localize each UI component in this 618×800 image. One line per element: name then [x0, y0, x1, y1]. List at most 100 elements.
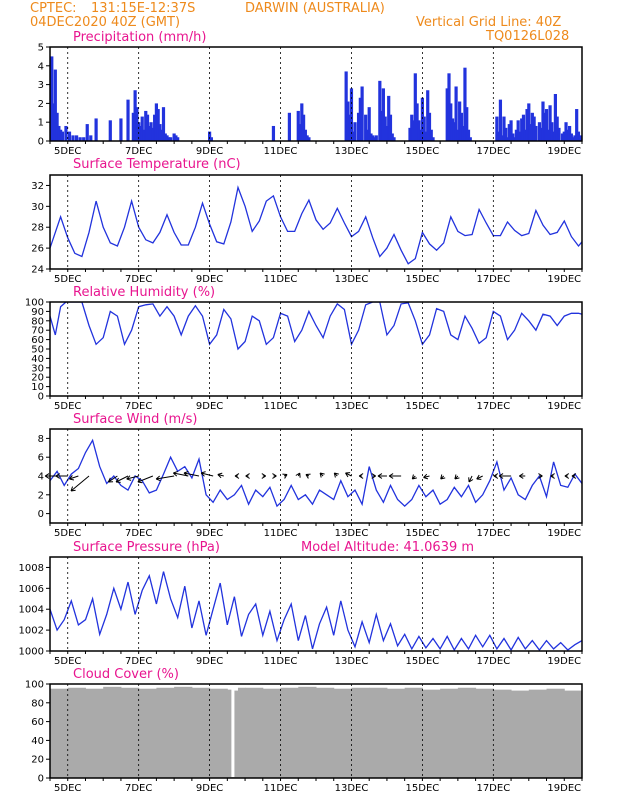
wind-arrow	[476, 474, 483, 480]
wind-xtick-label: 11DEC	[264, 528, 298, 539]
cloud-ytick-label: 20	[31, 755, 44, 766]
temp-ytick-label: 32	[31, 181, 44, 192]
precip-bar	[71, 135, 75, 141]
wind-panel: Surface Wind (m/s) 5DEC 7DEC 9DEC 11DEC 13DEC…	[38, 412, 583, 539]
precip-bar	[548, 105, 552, 141]
precip-bar	[495, 116, 499, 141]
precip-bar	[353, 122, 357, 141]
precip-bar	[419, 129, 423, 141]
rh-ytick-label: 50	[31, 345, 44, 356]
precip-bar	[160, 129, 164, 141]
cloud-area-segment	[564, 690, 582, 778]
cloud-area-segment	[298, 686, 317, 778]
precip-bar	[57, 125, 61, 141]
rh-ytick-label: 80	[31, 316, 44, 327]
cloud-area-segment	[237, 687, 246, 778]
cloud-xtick-label: 19DEC	[547, 783, 581, 794]
wind-ytick-label: 4	[38, 472, 44, 483]
rh-title: Relative Humidity (%)	[73, 285, 215, 300]
precip-bar	[119, 118, 123, 141]
precip-bar	[135, 107, 139, 141]
cloud-ytick-label: 0	[38, 774, 44, 785]
rh-ytick-label: 10	[31, 382, 44, 393]
precip-bar	[360, 86, 364, 141]
precip-bar	[555, 116, 559, 141]
cloud-xtick-label: 5DEC	[54, 783, 81, 794]
precip-bar	[369, 133, 373, 141]
precip-bar	[153, 114, 157, 141]
precip-bar	[454, 86, 458, 141]
cloud-panel: Cloud Cover (%) 5DEC 7DEC 9DEC 11DEC 13DEC 15D…	[25, 667, 583, 794]
rh-ytick-label: 30	[31, 363, 44, 374]
cloud-area-segment	[351, 687, 370, 778]
wind-arrow	[564, 473, 570, 479]
rh-ytick-label: 100	[25, 298, 44, 309]
rh-xtick-label: 5DEC	[54, 401, 81, 412]
precip-bar	[520, 118, 524, 141]
precip-bar	[133, 90, 137, 141]
precip-bar	[53, 69, 57, 141]
precip-bar	[417, 120, 421, 141]
cloud-area-segment	[333, 688, 352, 778]
precip-bar	[552, 131, 556, 141]
cloud-area-segment	[50, 688, 69, 778]
precip-bar	[502, 116, 506, 141]
cloud-area-segment	[174, 686, 193, 778]
pressure-xtick-label: 15DEC	[406, 656, 440, 667]
precip-bar	[516, 120, 520, 141]
precip-bar	[463, 67, 467, 141]
precip-bar	[172, 133, 176, 141]
wind-arrow	[282, 473, 288, 479]
precip-bar	[138, 125, 143, 141]
wind-arrow	[245, 473, 250, 479]
precip-bar	[567, 125, 572, 141]
wind-arrow	[571, 473, 577, 479]
precip-bar	[408, 127, 412, 141]
rh-xtick-label: 7DEC	[125, 401, 152, 412]
precip-bar	[55, 112, 59, 141]
precip-bar	[78, 137, 82, 141]
precip-bar	[452, 122, 456, 141]
precip-xtick-label: 17DEC	[476, 146, 510, 157]
precip-bar	[413, 73, 417, 141]
pressure-xtick-label: 9DEC	[196, 656, 223, 667]
precip-bar	[562, 131, 566, 141]
wind-arrow	[155, 475, 175, 482]
wind-arrow	[358, 473, 364, 479]
precip-bar	[447, 73, 451, 141]
cloud-area-segment	[546, 688, 565, 778]
precip-bar	[543, 112, 547, 141]
wind-arrow	[234, 473, 240, 479]
rh-ytick-label: 60	[31, 335, 44, 346]
cloud-area-segment	[209, 688, 228, 778]
precip-xtick-label: 19DEC	[547, 146, 581, 157]
cloud-area-segment	[511, 690, 530, 778]
rh-ytick-label: 0	[38, 392, 44, 403]
rh-series	[50, 302, 582, 351]
precip-bar	[431, 137, 435, 141]
rh-xtick-label: 19DEC	[547, 401, 581, 412]
precip-panel: Precipitation (mm/h) 5DEC 7DEC 9DEC 11DEC 13D…	[38, 30, 583, 157]
temp-xtick-label: 17DEC	[476, 274, 510, 285]
temp-xtick-label: 13DEC	[335, 274, 369, 285]
wind-title: Surface Wind (m/s)	[73, 412, 197, 427]
precip-bar	[424, 131, 428, 141]
wind-arrow	[493, 473, 499, 479]
header-coords: 131:15E-12:37S	[91, 1, 195, 16]
precip-bar	[167, 137, 171, 141]
wind-ytick-label: 2	[38, 490, 44, 501]
wind-arrow	[305, 473, 311, 479]
wind-arrow	[454, 474, 460, 480]
cloud-area-segment	[369, 687, 388, 778]
header-source: CPTEC:	[30, 1, 77, 16]
precip-bar	[351, 131, 355, 141]
cloud-xtick-label: 17DEC	[476, 783, 510, 794]
precip-bar	[426, 90, 430, 141]
cloud-area-segment	[422, 689, 441, 778]
precip-bar	[427, 112, 432, 141]
precip-bar	[147, 125, 151, 141]
cloud-area-segment	[85, 688, 104, 778]
wind-xtick-label: 17DEC	[476, 528, 510, 539]
precip-bar	[208, 131, 212, 141]
pressure-ytick-label: 1002	[19, 626, 44, 637]
